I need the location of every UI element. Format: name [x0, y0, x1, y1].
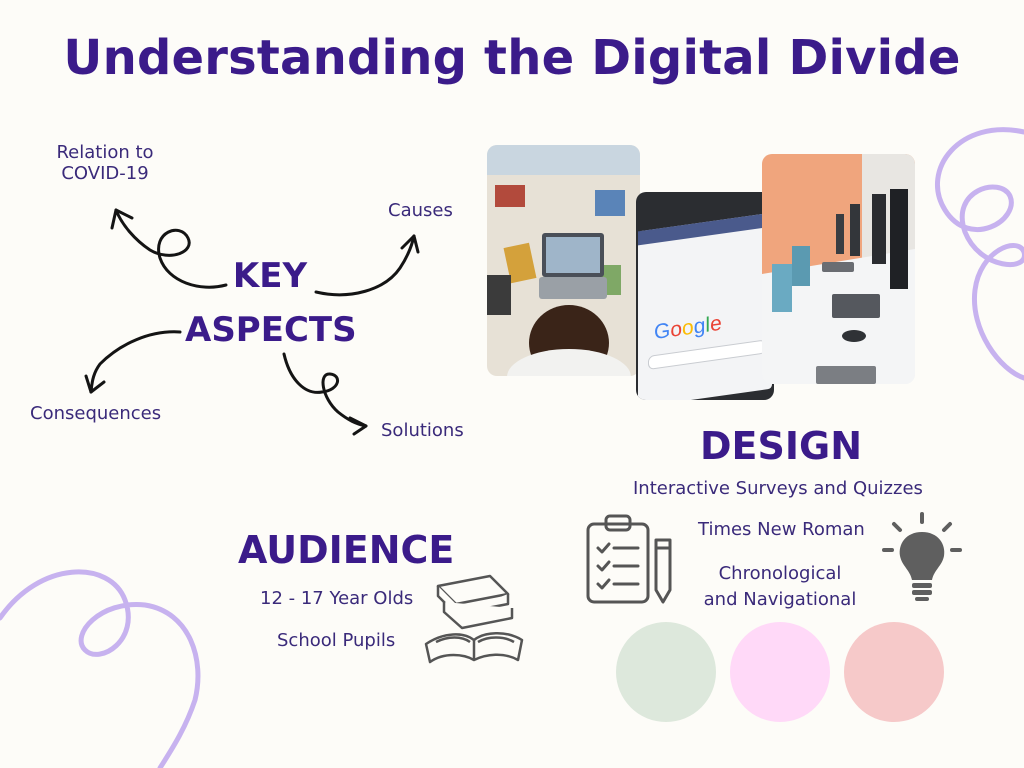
branch-solutions: Solutions	[381, 420, 464, 441]
photo-student-laptop	[487, 145, 640, 376]
tablet-browser-bar	[638, 212, 772, 246]
swirl-top-right	[934, 127, 1024, 381]
google-logo: Google	[654, 311, 722, 345]
design-item-surveys: Interactive Surveys and Quizzes	[633, 478, 923, 499]
design-nav-line2: and Navigational	[703, 589, 857, 610]
clipboard-checklist-icon	[586, 514, 672, 604]
arrow-causes	[314, 234, 416, 297]
key-aspects-line2: ASPECTS	[185, 310, 357, 350]
swatch-sage	[616, 622, 716, 722]
page-title: Understanding the Digital Divide	[63, 30, 961, 86]
branch-causes: Causes	[388, 200, 453, 221]
photo-google-tablet: Google	[636, 192, 774, 400]
branch-covid-line2: COVID-19	[61, 163, 149, 184]
branch-covid: Relation to COVID-19	[30, 142, 180, 184]
audience-item-age: 12 - 17 Year Olds	[260, 588, 414, 609]
key-aspects-line1: KEY	[232, 256, 308, 296]
design-item-navigation: Chronological and Navigational	[700, 561, 860, 613]
design-item-font: Times New Roman	[698, 519, 865, 540]
photo-computer-lab-art	[762, 154, 915, 384]
photo-computer-lab	[762, 154, 915, 384]
design-heading: DESIGN	[700, 424, 863, 468]
arrow-covid	[114, 208, 228, 289]
pencil-icon	[654, 538, 672, 604]
lightbulb-icon	[882, 512, 962, 601]
swatch-pink	[730, 622, 830, 722]
tablet-screen: Google	[638, 212, 772, 400]
photo-student-laptop-art	[487, 145, 640, 376]
swirl-bottom-left	[0, 569, 201, 768]
swatch-rose	[844, 622, 944, 722]
audience-item-pupils: School Pupils	[277, 630, 396, 651]
branch-covid-line1: Relation to	[56, 142, 154, 163]
arrow-consequences	[89, 330, 182, 394]
books-icon	[424, 574, 524, 664]
arrow-solutions	[282, 352, 368, 428]
branch-consequences: Consequences	[30, 403, 162, 424]
design-nav-line1: Chronological	[718, 563, 842, 584]
google-search-box	[648, 339, 766, 371]
audience-heading: AUDIENCE	[238, 528, 455, 572]
